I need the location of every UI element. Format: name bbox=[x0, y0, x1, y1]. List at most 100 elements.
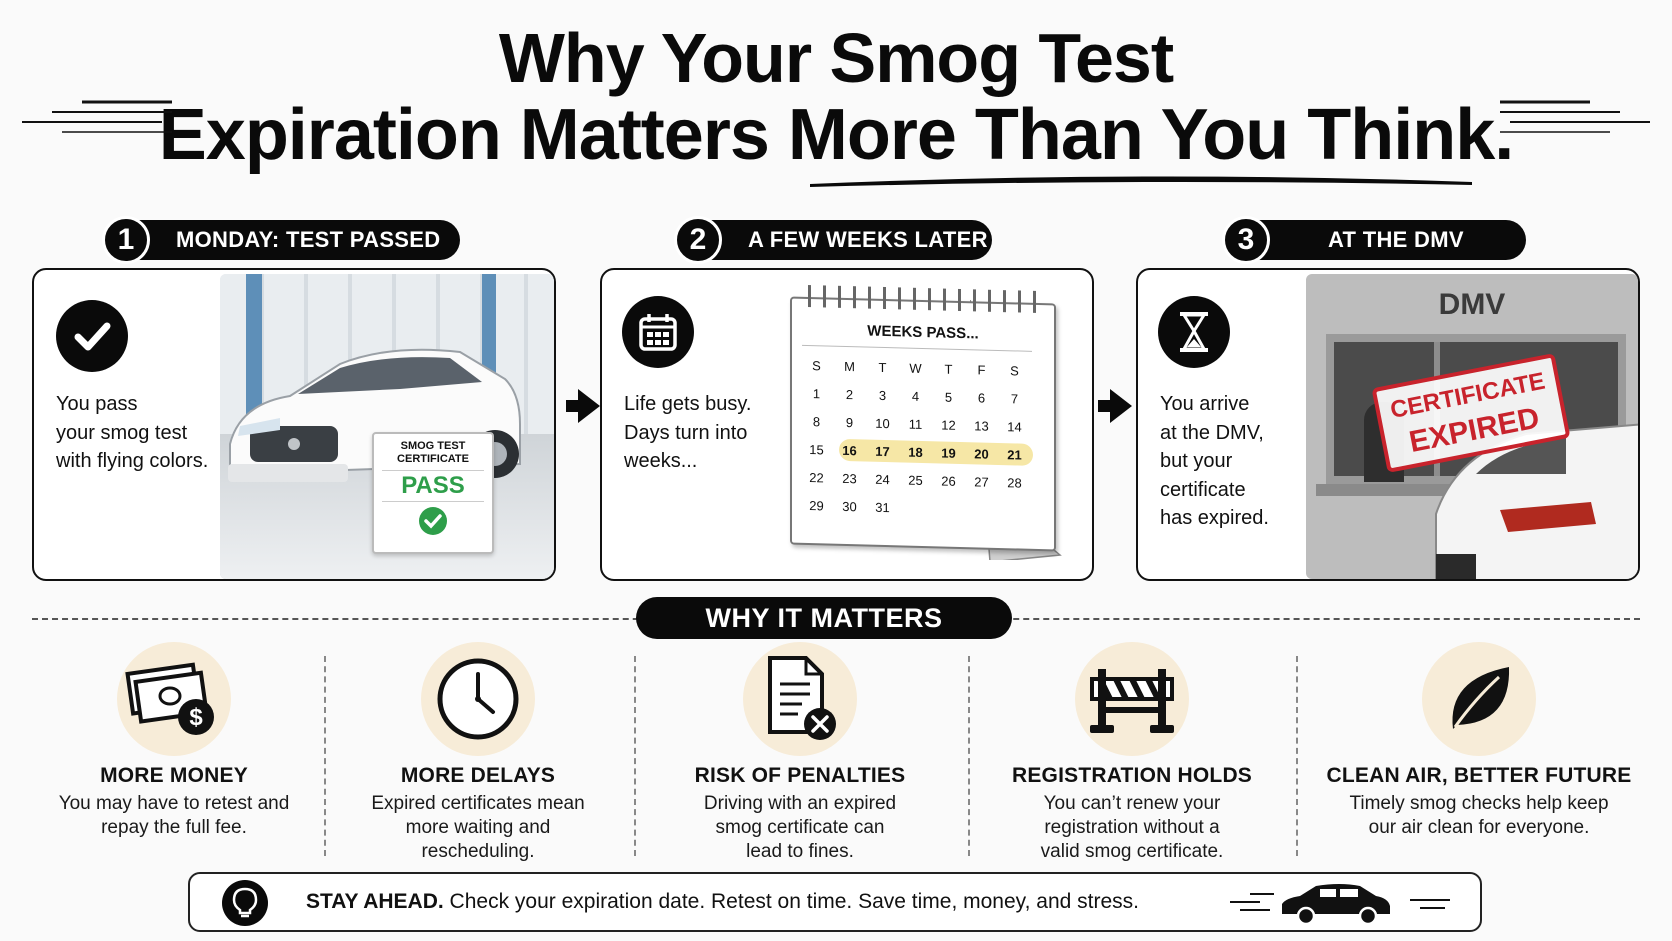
leaf-icon bbox=[1422, 642, 1536, 756]
column-separator bbox=[968, 656, 970, 856]
benefit-title: RISK OF PENALTIES bbox=[694, 764, 906, 787]
calendar-day: 20 bbox=[974, 445, 989, 462]
benefit-text-line: smog certificate can bbox=[715, 817, 885, 838]
calendar-day: 24 bbox=[875, 471, 890, 487]
svg-text:$: $ bbox=[189, 704, 203, 731]
calendar-day: 9 bbox=[845, 414, 854, 430]
dmv-sign: DMV bbox=[1438, 288, 1506, 321]
calendar-day: 23 bbox=[842, 470, 857, 486]
calendar-day: 13 bbox=[974, 417, 989, 434]
benefit-registration-holds: REGISTRATION HOLDS You can’t renew your … bbox=[974, 642, 1290, 864]
weekday-label: T bbox=[944, 361, 953, 377]
benefit-more-money: $ MORE MONEY You may have to retest and … bbox=[16, 642, 332, 840]
certificate-title-2: CERTIFICATE bbox=[397, 453, 469, 465]
step-2-text-line: Days turn into bbox=[624, 421, 748, 444]
calendar-day: 17 bbox=[875, 443, 890, 459]
benefit-text: Expired certificates mean more waiting a… bbox=[320, 792, 636, 864]
calendar-day: 15 bbox=[809, 441, 824, 457]
benefit-text-line: valid smog certificate. bbox=[1040, 841, 1224, 862]
checkmark-icon bbox=[56, 300, 128, 372]
column-separator bbox=[1296, 656, 1298, 856]
calendar-day: 1 bbox=[812, 385, 821, 401]
pass-check-icon bbox=[419, 507, 447, 535]
column-separator bbox=[634, 656, 636, 856]
step-1-label: MONDAY: TEST PASSED bbox=[176, 227, 441, 252]
step-2-label: A FEW WEEKS LATER bbox=[748, 227, 988, 252]
step-2-tag: 2 A FEW WEEKS LATER bbox=[674, 216, 992, 264]
step-3-text-line: but your bbox=[1160, 450, 1233, 472]
hourglass-icon bbox=[1158, 296, 1230, 368]
benefit-text-line: registration without a bbox=[1044, 817, 1220, 838]
calendar-day: 30 bbox=[842, 498, 857, 514]
calendar-day: 14 bbox=[1007, 418, 1022, 435]
calendar-day: 12 bbox=[941, 416, 956, 433]
white-car-rear bbox=[1435, 423, 1638, 579]
calendar-day: 22 bbox=[809, 469, 824, 485]
why-it-matters-heading: WHY IT MATTERS bbox=[636, 597, 1012, 639]
step-1-text: You pass your smog test with flying colo… bbox=[56, 390, 208, 476]
certificate-title-1: SMOG TEST bbox=[400, 440, 466, 452]
weekday-label: F bbox=[977, 361, 986, 378]
benefit-text-line: our air clean for everyone. bbox=[1368, 817, 1590, 838]
footer-bold: STAY AHEAD. bbox=[306, 890, 444, 913]
desk-calendar: WEEKS PASS... S M T W T F S 1 2 3 4 5 6 7 8 9 10 1… bbox=[790, 284, 1056, 552]
arrow-2-shaft bbox=[1098, 400, 1112, 412]
car-icon bbox=[1230, 884, 1450, 926]
step-3-text-line: at the DMV, bbox=[1160, 421, 1264, 444]
footer-body: Check your expiration date. Retest on ti… bbox=[449, 890, 1139, 913]
benefit-text-line: Timely smog checks help keep bbox=[1349, 793, 1609, 814]
calendar-day: 26 bbox=[941, 472, 956, 489]
certificate-status: PASS bbox=[401, 472, 465, 499]
clock-icon bbox=[421, 642, 535, 756]
stay-ahead-footer: STAY AHEAD. Check your expiration date. … bbox=[188, 872, 1482, 932]
right-speed-lines bbox=[1500, 100, 1650, 133]
step-3-text-line: certificate bbox=[1160, 478, 1246, 501]
step-3-panel: You arrive at the DMV, but your certific… bbox=[1136, 268, 1640, 581]
calendar-day: 19 bbox=[941, 444, 956, 461]
calendar-title: WEEKS PASS... bbox=[867, 322, 979, 343]
title-underline-swoosh bbox=[810, 176, 1472, 187]
calendar-week-row: 29 30 31 bbox=[800, 491, 1050, 526]
calendar-day: 6 bbox=[977, 389, 986, 406]
benefit-text-line: repay the full fee. bbox=[101, 817, 247, 838]
step-3-text-line: You arrive bbox=[1160, 393, 1250, 415]
calendar-day: 21 bbox=[1007, 446, 1022, 463]
calendar-icon bbox=[622, 296, 694, 368]
benefit-text-line: rescheduling. bbox=[421, 841, 535, 862]
step-1-panel: You pass your smog test with flying colo… bbox=[32, 268, 556, 581]
left-speed-lines bbox=[22, 100, 172, 133]
benefit-text: Timely smog checks help keep our air cle… bbox=[1306, 792, 1652, 840]
weekday-label: W bbox=[909, 360, 922, 376]
calendar-day: 25 bbox=[908, 472, 923, 488]
benefit-title: MORE MONEY bbox=[100, 764, 248, 787]
benefit-text-line: lead to fines. bbox=[746, 841, 854, 862]
benefit-clean-air: CLEAN AIR, BETTER FUTURE Timely smog che… bbox=[1306, 642, 1652, 840]
arrow-1-shaft bbox=[566, 400, 580, 412]
step-1-text-line: your smog test bbox=[56, 421, 188, 444]
arrow-right-icon bbox=[1110, 389, 1132, 423]
weekday-label: S bbox=[1010, 362, 1019, 379]
benefit-title: MORE DELAYS bbox=[400, 764, 556, 787]
calendar-day: 3 bbox=[878, 387, 887, 403]
barrier-icon bbox=[1075, 642, 1189, 756]
benefit-risk-of-penalties: RISK OF PENALTIES Driving with an expire… bbox=[642, 642, 958, 864]
money-icon: $ bbox=[117, 642, 231, 756]
calendar-day: 11 bbox=[908, 416, 923, 432]
dmv-window-photo: DMV CERTIFICATE EXPIRED bbox=[1306, 274, 1638, 579]
step-2-number: 2 bbox=[674, 216, 722, 264]
weekday-label: S bbox=[812, 357, 821, 373]
smog-certificate-card: SMOG TEST CERTIFICATE PASS bbox=[372, 432, 494, 554]
benefit-title: CLEAN AIR, BETTER FUTURE bbox=[1326, 764, 1632, 787]
step-1-text-line: with flying colors. bbox=[56, 450, 209, 472]
lightbulb-icon bbox=[222, 880, 268, 926]
benefit-more-delays: MORE DELAYS Expired certificates mean mo… bbox=[320, 642, 636, 864]
benefit-text-line: Driving with an expired bbox=[703, 793, 897, 814]
benefit-text-line: You may have to retest and bbox=[58, 793, 290, 814]
arrow-right-icon bbox=[578, 389, 600, 423]
step-2-text: Life gets busy. Days turn into weeks... bbox=[624, 390, 751, 476]
step-2-panel: Life gets busy. Days turn into weeks... … bbox=[600, 268, 1094, 581]
calendar-day: 8 bbox=[812, 413, 821, 429]
calendar-day: 7 bbox=[1010, 390, 1019, 406]
calendar-day: 5 bbox=[944, 389, 953, 405]
calendar-day: 16 bbox=[842, 442, 857, 458]
